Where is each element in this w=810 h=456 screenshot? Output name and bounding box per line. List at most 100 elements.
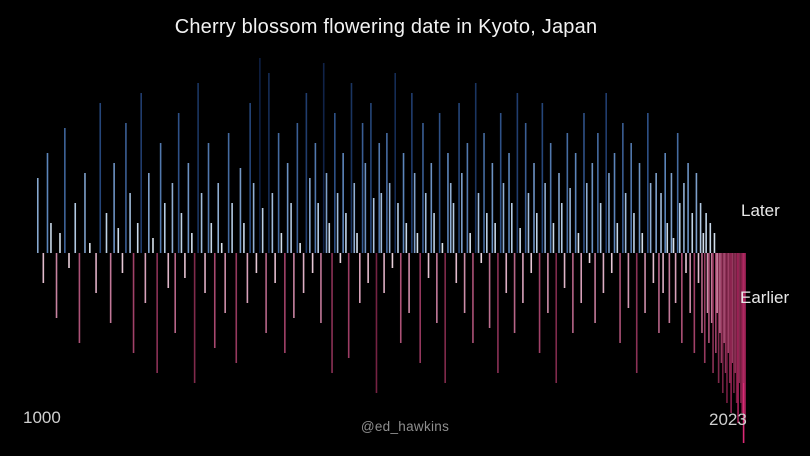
- flowering-anomaly-bar: [741, 253, 744, 413]
- flowering-anomaly-bar: [265, 253, 267, 333]
- flowering-anomaly-bar: [670, 173, 673, 253]
- flowering-anomaly-bar: [402, 153, 405, 253]
- flowering-anomaly-bar: [738, 253, 741, 383]
- flowering-anomaly-bar: [350, 83, 353, 253]
- flowering-anomaly-bar: [552, 223, 555, 253]
- x-axis-end-label: 2023: [709, 410, 747, 429]
- flowering-anomaly-bar: [74, 203, 77, 253]
- flowering-anomaly-bar: [474, 83, 477, 253]
- flowering-anomaly-bar: [566, 133, 569, 253]
- flowering-anomaly-bar: [317, 203, 319, 253]
- flowering-anomaly-bar: [286, 163, 289, 253]
- flowering-anomaly-bar: [666, 223, 669, 253]
- flowering-anomaly-bar: [249, 103, 251, 253]
- flowering-anomaly-bar: [703, 253, 706, 363]
- flowering-anomaly-bar: [569, 188, 571, 253]
- flowering-anomaly-bar: [359, 253, 361, 303]
- flowering-anomaly-bar: [193, 253, 196, 383]
- flowering-anomaly-bar: [132, 253, 135, 353]
- flowering-anomaly-bar: [516, 93, 519, 253]
- flowering-anomaly-bar: [125, 123, 127, 253]
- flowering-anomaly-bar: [469, 233, 471, 253]
- flowering-anomaly-bar: [715, 253, 717, 353]
- flowering-anomaly-bar: [658, 253, 660, 333]
- flowering-anomaly-bar: [336, 193, 339, 253]
- flowering-anomaly-bar: [46, 153, 49, 253]
- flowering-anomaly-bar: [397, 203, 399, 253]
- flowering-anomaly-bar: [197, 83, 199, 253]
- flowering-anomaly-bar: [708, 253, 710, 343]
- flowering-anomaly-bar: [602, 253, 605, 293]
- flowering-anomaly-bar: [458, 103, 460, 253]
- flowering-anomaly-bar: [647, 113, 649, 253]
- flowering-anomaly-bar: [144, 253, 147, 303]
- flowering-anomaly-bar: [541, 103, 544, 253]
- flowering-anomaly-bar: [608, 173, 610, 253]
- flowering-anomaly-bar: [502, 183, 505, 253]
- flowering-anomaly-bar: [370, 103, 372, 253]
- flowering-anomaly-bar: [619, 253, 621, 343]
- flowering-anomaly-bar: [430, 163, 433, 253]
- flowering-anomaly-bar: [605, 93, 607, 253]
- flowering-anomaly-bar: [591, 163, 594, 253]
- flowering-anomaly-bar: [447, 153, 449, 253]
- flowering-anomaly-bar: [689, 253, 691, 313]
- flowering-anomaly-bar: [713, 233, 716, 253]
- flowering-anomaly-bar: [322, 63, 325, 253]
- flowering-anomaly-bar: [156, 253, 158, 373]
- flowering-anomaly-bar: [734, 253, 737, 373]
- flowering-anomaly-bar: [511, 203, 513, 253]
- earlier-direction-label: Earlier: [740, 288, 790, 307]
- flowering-anomaly-bar: [630, 143, 632, 253]
- flowering-anomaly-bar: [331, 253, 333, 373]
- flowering-anomaly-bar: [695, 173, 698, 253]
- flowering-anomaly-bar: [635, 253, 638, 373]
- flowering-anomaly-bar: [444, 253, 446, 383]
- flowering-anomaly-bar: [55, 253, 58, 318]
- flowering-anomaly-bar: [574, 153, 577, 253]
- flowering-anomaly-bar: [328, 223, 331, 253]
- flowering-anomaly-bar: [302, 253, 305, 293]
- flowering-anomaly-bar: [583, 113, 585, 253]
- flowering-anomaly-bar: [499, 113, 502, 253]
- flowering-anomaly-bar: [716, 253, 719, 313]
- chart-title: Cherry blossom flowering date in Kyoto, …: [174, 16, 598, 38]
- flowering-anomaly-bar: [416, 233, 419, 253]
- flowering-anomaly-bar: [438, 113, 441, 253]
- flowering-anomaly-bar: [513, 253, 516, 333]
- flowering-anomaly-bar: [466, 143, 469, 253]
- flowering-anomaly-bar: [187, 163, 190, 253]
- flowering-anomaly-bar: [613, 153, 616, 253]
- flowering-anomaly-bar: [449, 183, 452, 253]
- flowering-anomaly-bar: [113, 163, 115, 253]
- flowering-anomaly-bar: [701, 253, 703, 333]
- flowering-anomaly-bar: [191, 233, 193, 253]
- flowering-anomaly-bar: [494, 223, 496, 253]
- flowering-anomaly-bar: [325, 173, 328, 253]
- flowering-anomaly-bar: [152, 238, 154, 253]
- flowering-anomaly-bar: [388, 183, 391, 253]
- flowering-anomaly-bar: [342, 153, 344, 253]
- flowering-anomaly-bar: [641, 233, 644, 253]
- flowering-anomaly-bar: [274, 253, 276, 283]
- flowering-anomaly-bar: [167, 253, 170, 288]
- x-axis-start-label: 1000: [23, 408, 61, 427]
- flowering-anomaly-bar: [436, 253, 438, 323]
- flowering-anomaly-bar: [538, 253, 541, 353]
- flowering-anomaly-bar: [129, 193, 131, 253]
- flowering-anomaly-bar: [627, 253, 630, 308]
- flowering-anomaly-bar: [207, 143, 210, 253]
- flowering-anomaly-bar: [255, 253, 258, 273]
- flowering-anomaly-bar: [204, 253, 206, 293]
- flowering-anomaly-bar: [347, 253, 350, 358]
- flowering-anomaly-bar: [555, 253, 558, 383]
- flowering-anomaly-bar: [391, 253, 394, 268]
- flowering-anomaly-bar: [577, 233, 580, 253]
- flowering-anomaly-bar: [644, 253, 646, 313]
- flowering-anomaly-bar: [622, 123, 624, 253]
- flowering-anomaly-bar: [121, 253, 124, 273]
- flowering-anomaly-bar: [508, 153, 510, 253]
- flowering-anomaly-bar: [527, 193, 530, 253]
